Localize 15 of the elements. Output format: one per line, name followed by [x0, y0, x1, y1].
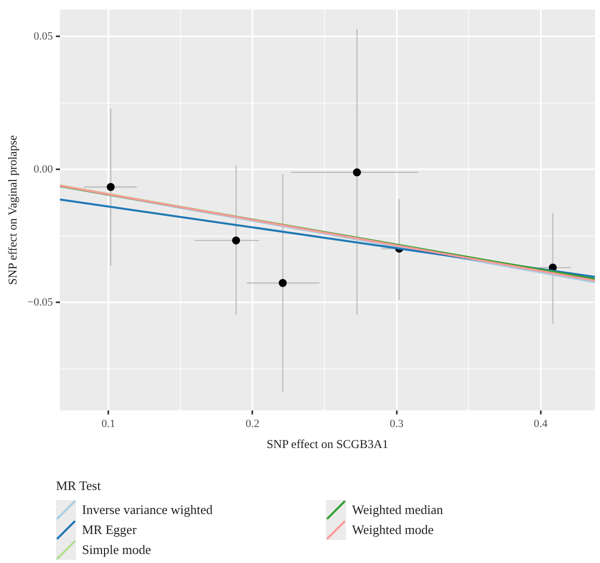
y-axis-title: SNP effect on Vaginal prolapse [5, 135, 20, 285]
legend-label: Weighted mode [352, 522, 434, 538]
legend-label: Simple mode [82, 542, 151, 558]
y-tick-label: 0.05 [34, 30, 54, 42]
x-tick-label: 0.4 [534, 418, 548, 430]
legend-label: MR Egger [82, 522, 137, 538]
x-axis-title: SNP effect on SCGB3A1 [266, 436, 388, 451]
legend-label: Weighted median [352, 502, 444, 518]
legend-label: Inverse variance wighted [82, 502, 213, 518]
y-tick-label: 0.00 [34, 163, 54, 176]
y-tick-label: −0.05 [27, 296, 54, 308]
legend-title: MR Test [56, 478, 102, 494]
x-tick-label: 0.2 [246, 418, 260, 430]
x-tick-label: 0.1 [102, 418, 116, 430]
x-tick-label: 0.3 [390, 418, 404, 430]
